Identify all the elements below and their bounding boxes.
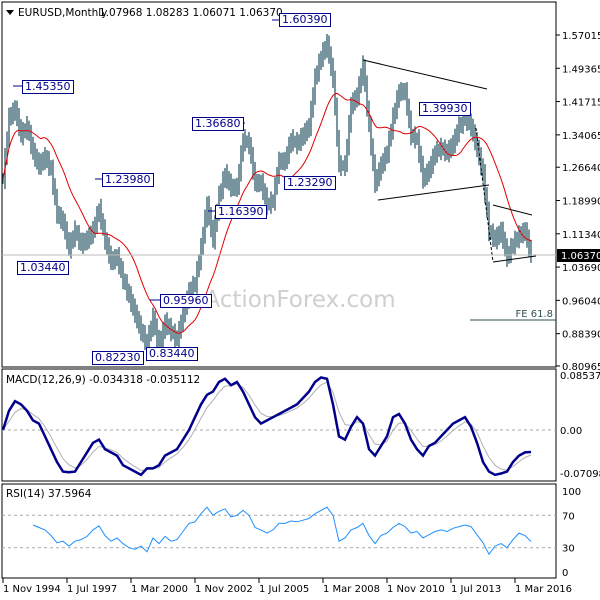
price-label-high-1999: 1.23980	[102, 173, 154, 187]
rsi-title: RSI(14) 37.5964	[6, 488, 92, 500]
fibonacci-projection-line[interactable]	[475, 127, 494, 263]
time-axis-label: 1 Nov 2002	[195, 584, 253, 595]
price-label-high-2014: 1.39930	[419, 102, 471, 116]
macd-axis-label: 0.085379	[560, 371, 600, 382]
time-axis-label: 1 Jul 2005	[259, 584, 309, 595]
collapse-arrow-icon[interactable]	[6, 10, 14, 15]
macd-signal-line	[2, 381, 532, 471]
price-axis-label: 1.34065	[562, 131, 600, 142]
price-axis-label: 1.18990	[562, 196, 600, 207]
triangle-upper-trendline[interactable]	[362, 59, 488, 90]
watermark: ActionForex.com	[204, 287, 395, 313]
price-label-low-2008: 1.23290	[284, 176, 336, 190]
time-axis-label: 1 Mar 2016	[515, 584, 572, 595]
price-axis-label: 1.57015	[562, 31, 600, 42]
current-price-label: 1.06370	[561, 251, 600, 262]
moving-average-line	[2, 92, 532, 334]
rsi-panel	[1, 483, 557, 579]
macd-axis-label: 0.00	[560, 426, 582, 437]
rsi-axis-label: 100	[562, 487, 581, 498]
rsi-line	[32, 506, 532, 556]
rsi-axis-label: 30	[562, 544, 575, 555]
price-label-2001: 0.95960	[160, 294, 212, 308]
price-axis-label: 1.26640	[562, 163, 600, 174]
symbol-title: EURUSD,Monthly	[18, 7, 107, 19]
price-label-low-2001: 0.83440	[146, 347, 198, 361]
price-axis-label: 1.11340	[562, 230, 600, 241]
price-label-high-1995: 1.45350	[22, 80, 74, 94]
price-label-high-2008: 1.60390	[279, 13, 331, 27]
time-axis-label: 1 Nov 1994	[3, 584, 61, 595]
price-axis-label: 0.80965	[562, 362, 600, 373]
main-panel	[1, 1, 557, 368]
price-label-high-2004: 1.36680	[192, 117, 244, 131]
time-axis-label: 1 Jul 2013	[451, 584, 501, 595]
price-label-low-1997: 1.03440	[17, 261, 69, 275]
price-axis-label: 1.49365	[562, 64, 600, 75]
current-price-marker	[557, 249, 600, 262]
fe-61-8-label: FE 61.8	[515, 309, 553, 320]
price-axis-label: 1.03690	[562, 263, 600, 274]
rsi-axis-label: 0	[562, 568, 568, 579]
ohlc-readout: 1.07968 1.08283 1.06071 1.06370	[99, 7, 283, 19]
rsi-axis-label: 70	[562, 511, 575, 522]
macd-title: MACD(12,26,9) -0.034318 -0.035112	[6, 374, 200, 386]
macd-panel	[1, 368, 557, 482]
price-axis-label: 0.96040	[562, 296, 600, 307]
macd-axis-label: -0.070989	[560, 469, 600, 480]
macd-main-line	[1, 376, 532, 477]
time-axis-label: 1 Nov 2010	[387, 584, 445, 595]
wedge-lower-trendline[interactable]	[492, 255, 537, 263]
triangle-lower-trendline[interactable]	[377, 184, 490, 201]
time-axis-label: 1 Mar 2000	[131, 584, 188, 595]
price-label-low-2005: 1.16390	[215, 205, 267, 219]
wedge-upper-trendline[interactable]	[492, 204, 533, 216]
time-axis-label: 1 Jul 1997	[67, 584, 117, 595]
price-axis-label: 0.88390	[562, 330, 600, 341]
price-axis-label: 1.41715	[562, 98, 600, 109]
time-axis-label: 1 Mar 2008	[323, 584, 380, 595]
price-label-low-2000: 0.82230	[92, 351, 144, 365]
